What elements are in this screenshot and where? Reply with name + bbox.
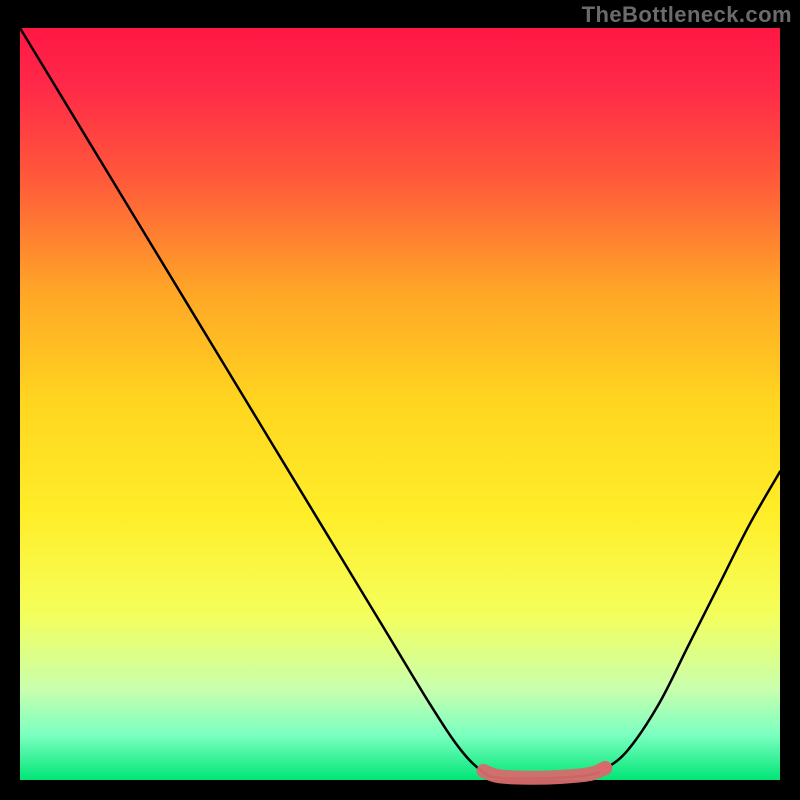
watermark-text: TheBottleneck.com [582, 2, 792, 28]
bottleneck-chart [0, 0, 800, 800]
chart-frame: TheBottleneck.com [0, 0, 800, 800]
